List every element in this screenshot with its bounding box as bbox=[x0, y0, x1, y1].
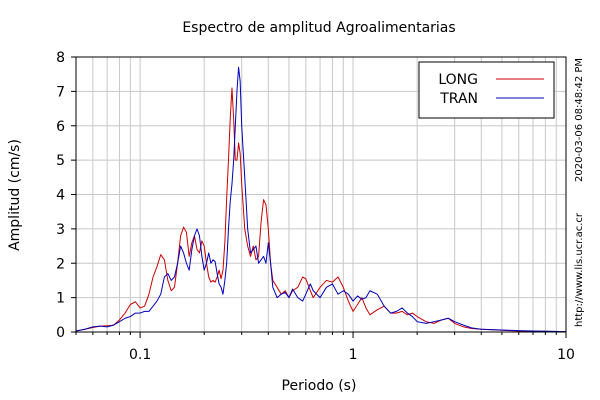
x-tick-label: 10 bbox=[557, 347, 575, 363]
axis-ticks: 0 1 2 3 4 5 6 7 8 0.1 1 10 bbox=[56, 50, 575, 363]
timestamp-text: 2020-03-06 08:48:42 PM bbox=[574, 58, 585, 182]
y-axis-label: Amplitud (cm/s) bbox=[7, 139, 23, 251]
y-tick-label: 7 bbox=[56, 84, 65, 100]
legend-label-tran: TRAN bbox=[439, 91, 478, 107]
y-tick-label: 0 bbox=[56, 325, 65, 341]
legend: LONG TRAN bbox=[418, 61, 555, 119]
y-tick-label: 6 bbox=[56, 119, 65, 135]
series-line-tran bbox=[75, 66, 567, 333]
legend-label-long: LONG bbox=[438, 72, 478, 88]
x-tick-label: 0.1 bbox=[129, 347, 151, 363]
x-tick-label: 1 bbox=[349, 347, 358, 363]
legend-box bbox=[418, 61, 555, 119]
source-url-text: http://www.lis.ucr.ac.cr bbox=[574, 212, 585, 327]
x-axis-label: Periodo (s) bbox=[282, 378, 357, 394]
y-tick-label: 5 bbox=[56, 153, 65, 169]
y-tick-label: 1 bbox=[56, 291, 65, 307]
series-line-long bbox=[75, 87, 567, 333]
y-tick-label: 2 bbox=[56, 256, 65, 272]
chart-title: Espectro de amplitud Agroalimentarias bbox=[182, 20, 455, 36]
y-tick-label: 8 bbox=[56, 50, 65, 66]
y-tick-label: 3 bbox=[56, 222, 65, 238]
y-tick-label: 4 bbox=[56, 188, 65, 204]
series-layer bbox=[75, 66, 567, 333]
